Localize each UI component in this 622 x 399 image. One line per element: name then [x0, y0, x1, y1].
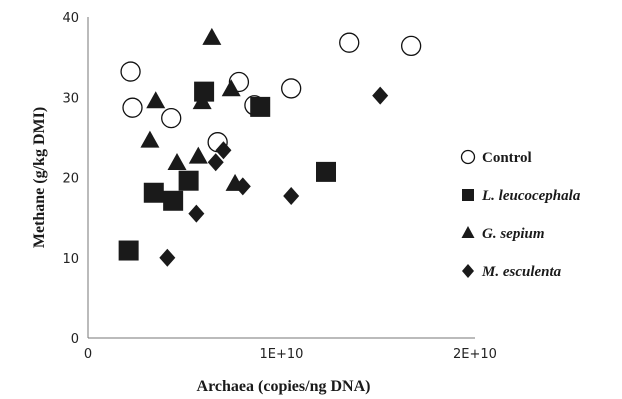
data-point	[281, 78, 302, 99]
data-point	[188, 204, 205, 223]
legend-label: L. leucocephala	[481, 188, 581, 204]
data-point	[178, 170, 199, 191]
series-l-leucocephala	[118, 81, 337, 261]
legend-marker	[462, 189, 474, 201]
data-point	[215, 141, 232, 160]
y-tick-label: 40	[62, 11, 79, 26]
legend-label: G. sepium	[482, 226, 545, 242]
y-tick-label: 0	[71, 332, 79, 347]
x-tick-label: 1E+10	[260, 347, 304, 362]
legend-label: Control	[482, 150, 532, 166]
legend-label: M. esculenta	[481, 264, 562, 280]
x-tick-label: 2E+10	[453, 347, 497, 362]
data-point	[122, 97, 143, 118]
legend-marker	[461, 226, 475, 238]
data-point	[159, 248, 176, 267]
data-point	[120, 61, 141, 82]
axes	[87, 17, 475, 339]
data-point	[143, 182, 164, 203]
legend-marker	[462, 264, 474, 278]
series-m-esculenta	[159, 86, 389, 267]
data-point	[207, 153, 224, 172]
data-point	[400, 35, 422, 57]
y-tick-label: 10	[62, 252, 79, 267]
y-axis-label: Methane (g/kg DMI)	[31, 107, 48, 248]
data-point	[118, 240, 139, 261]
data-point	[161, 107, 182, 129]
data-point	[167, 153, 187, 171]
data-point	[283, 186, 300, 205]
data-point	[146, 91, 166, 109]
y-tick-label: 30	[62, 91, 79, 106]
data-point	[250, 96, 271, 117]
data-points	[118, 27, 422, 267]
series-g-sepium	[140, 27, 245, 191]
x-axis-label: Archaea (copies/ng DNA)	[197, 378, 371, 395]
data-point	[372, 86, 389, 105]
data-point	[194, 81, 215, 102]
data-point	[221, 79, 241, 97]
data-point	[202, 27, 222, 45]
series-control	[120, 32, 422, 153]
data-point	[192, 92, 212, 110]
data-point	[140, 130, 160, 148]
data-point	[339, 32, 360, 53]
data-point	[163, 190, 184, 211]
legend: Control L. leucocephala G. sepium M. escule…	[460, 149, 581, 280]
legend-marker	[460, 149, 476, 165]
data-point	[234, 177, 251, 196]
tick-labels: 0 10 20 30 40 0 1E+10 2E+10	[62, 11, 497, 362]
y-tick-label: 20	[62, 172, 79, 187]
data-point	[316, 161, 337, 182]
x-tick-label: 0	[84, 347, 92, 362]
data-point	[188, 146, 208, 164]
